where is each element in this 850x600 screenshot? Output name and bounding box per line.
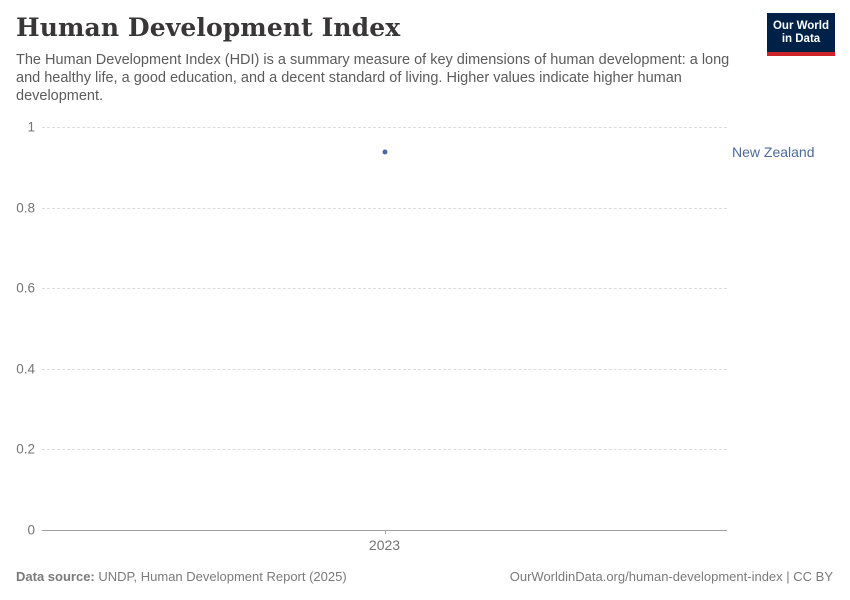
y-axis-tick-label: 0.6 [16, 280, 35, 296]
y-axis-tick-label: 0 [27, 522, 35, 538]
page-title: Human Development Index [16, 13, 401, 42]
attribution-separator: | [782, 569, 794, 584]
chart-subtitle: The Human Development Index (HDI) is a s… [16, 52, 730, 104]
attribution-url[interactable]: OurWorldinData.org/human-development-ind… [509, 569, 783, 584]
y-axis-tick-label: 0.4 [16, 361, 35, 377]
gridline [42, 288, 727, 290]
data-source-line: Data source: UNDP, Human Development Rep… [16, 569, 347, 584]
data-point-new-zealand[interactable] [382, 149, 387, 155]
series-label-new-zealand[interactable]: New Zealand [732, 143, 815, 160]
data-source-label: Data source: [16, 569, 95, 584]
license-cc-by[interactable]: CC BY [793, 569, 833, 584]
data-source-text[interactable]: UNDP, Human Development Report (2025) [94, 569, 347, 584]
y-axis-tick-label: 1 [27, 119, 35, 135]
owid-logo: Our World in Data [767, 13, 835, 56]
gridline [42, 368, 727, 370]
x-axis-tick-mark [384, 530, 386, 534]
y-axis-tick-label: 0.2 [16, 441, 35, 457]
owid-logo-line1: Our World [772, 20, 829, 32]
gridline [42, 127, 727, 128]
owid-logo-line2: in Data [781, 33, 821, 45]
plot-area: 0 0.2 0.4 0.6 0.8 1 2023 [16, 120, 727, 553]
gridline [42, 207, 727, 209]
attribution-line: OurWorldinData.org/human-development-ind… [510, 569, 833, 584]
x-axis-tick-label: 2023 [368, 537, 401, 553]
gridline [42, 449, 727, 451]
y-axis-tick-label: 0.8 [16, 200, 35, 216]
